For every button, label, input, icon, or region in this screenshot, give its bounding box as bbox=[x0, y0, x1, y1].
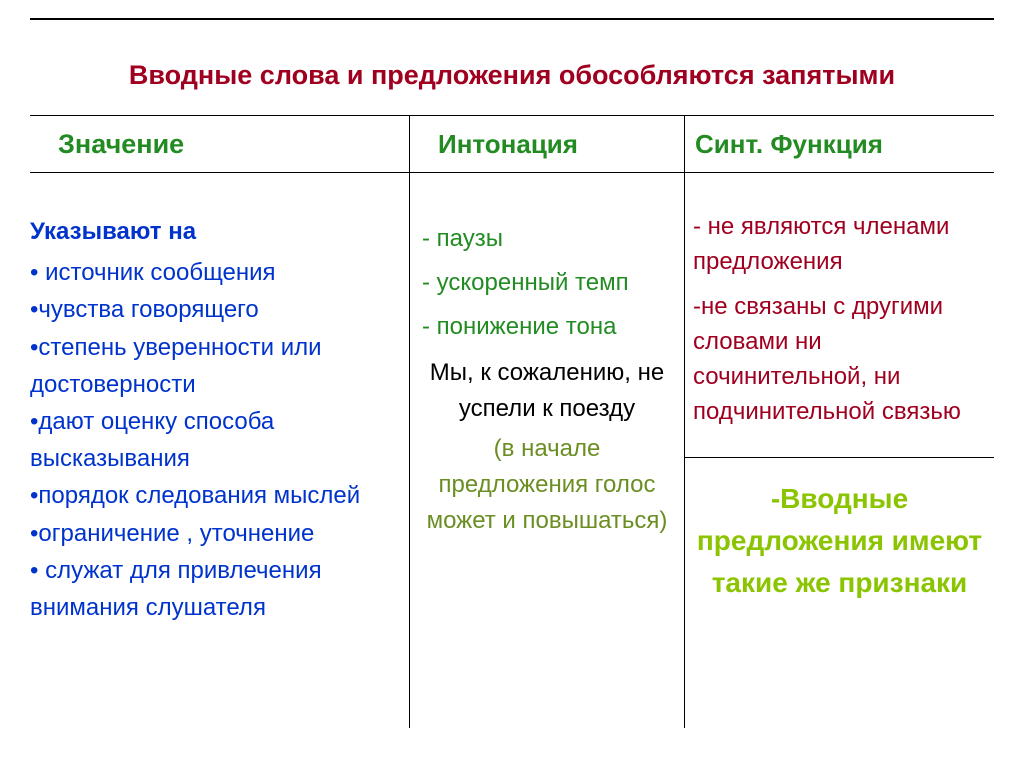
intonation-item: - паузы bbox=[422, 221, 672, 257]
body-row: Указывают на • источник сообщения •чувст… bbox=[30, 173, 994, 728]
intonation-parenthetical: (в начале предложения голос может и повы… bbox=[422, 431, 672, 539]
intonation-item: - понижение тона bbox=[422, 309, 672, 345]
header-function: Синт. Функция bbox=[685, 116, 994, 172]
intonation-item: - ускоренный темп bbox=[422, 265, 672, 301]
meaning-item: •степень уверенности или достоверности bbox=[30, 329, 399, 403]
page-title: Вводные слова и предложения обособляются… bbox=[0, 60, 1024, 91]
meaning-item: •дают оценку способа высказывания bbox=[30, 403, 399, 477]
meaning-item: • служат для привлечения внимания слушат… bbox=[30, 552, 399, 626]
meaning-item: • источник сообщения bbox=[30, 254, 399, 291]
function-item: - не являются членами предложения bbox=[693, 209, 986, 279]
intonation-column: - паузы - ускоренный темп - понижение то… bbox=[410, 173, 685, 728]
intonation-example: Мы, к сожалению, не успели к поезду bbox=[422, 355, 672, 427]
header-meaning: Значение bbox=[30, 116, 410, 172]
function-top: - не являются членами предложения -не св… bbox=[685, 173, 994, 458]
content-table: Значение Интонация Синт. Функция Указыва… bbox=[30, 115, 994, 728]
meaning-item: •ограничение , уточнение bbox=[30, 515, 399, 552]
header-row: Значение Интонация Синт. Функция bbox=[30, 115, 994, 173]
function-item: -не связаны с другими словами ни сочинит… bbox=[693, 289, 986, 429]
meaning-item: •порядок следования мыслей bbox=[30, 477, 399, 514]
header-intonation: Интонация bbox=[410, 116, 685, 172]
function-column: - не являются членами предложения -не св… bbox=[685, 173, 994, 728]
top-divider bbox=[30, 18, 994, 20]
meaning-lead: Указывают на bbox=[30, 213, 399, 250]
meaning-item: •чувства говорящего bbox=[30, 291, 399, 328]
meaning-column: Указывают на • источник сообщения •чувст… bbox=[30, 173, 410, 728]
function-bottom: -Вводные предложения имеют такие же приз… bbox=[685, 458, 994, 728]
